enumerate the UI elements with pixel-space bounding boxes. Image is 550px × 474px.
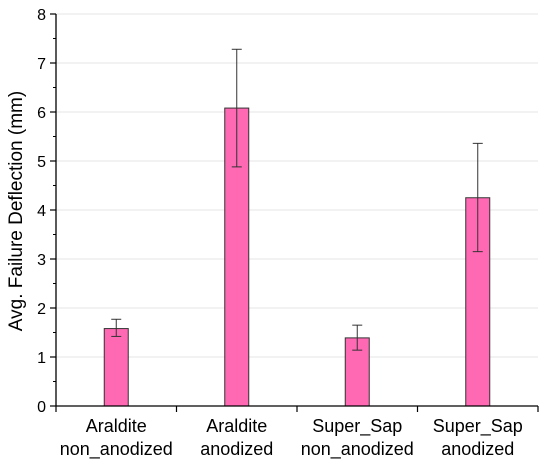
y-tick-label: 3 (37, 252, 46, 269)
bars (103, 107, 491, 407)
y-tick-label: 8 (37, 7, 46, 24)
y-tick-labels: 0 1 2 3 4 5 6 7 8 (37, 7, 46, 416)
y-tick-label: 5 (37, 154, 46, 171)
y-tick-label: 2 (37, 301, 46, 318)
y-tick-label: 6 (37, 105, 46, 122)
y-tick-label: 4 (37, 203, 46, 220)
error-bars (111, 48, 483, 351)
x-category-label: anodized (441, 439, 514, 459)
y-tick-label: 0 (37, 399, 46, 416)
x-category-labels: Aralditenon_anodizedAralditeanodizedSupe… (60, 416, 523, 460)
x-category-label: Araldite (86, 416, 147, 436)
axes (50, 13, 539, 412)
error-bar (472, 142, 483, 253)
error-bar (352, 324, 363, 351)
y-tick-label: 7 (37, 56, 46, 73)
gridlines (56, 13, 538, 358)
x-category-label: non_anodized (60, 439, 173, 460)
x-category-label: Super_Sap (312, 416, 402, 437)
x-category-label: Araldite (206, 416, 267, 436)
error-bar (111, 318, 122, 337)
error-bar (231, 48, 242, 168)
x-category-label: non_anodized (301, 439, 414, 460)
bar (103, 328, 129, 407)
x-category-label: Super_Sap (433, 416, 523, 437)
y-axis-title: Avg. Failure Deflection (mm) (6, 91, 27, 331)
x-category-label: anodized (200, 439, 273, 459)
y-tick-label: 1 (37, 350, 46, 367)
